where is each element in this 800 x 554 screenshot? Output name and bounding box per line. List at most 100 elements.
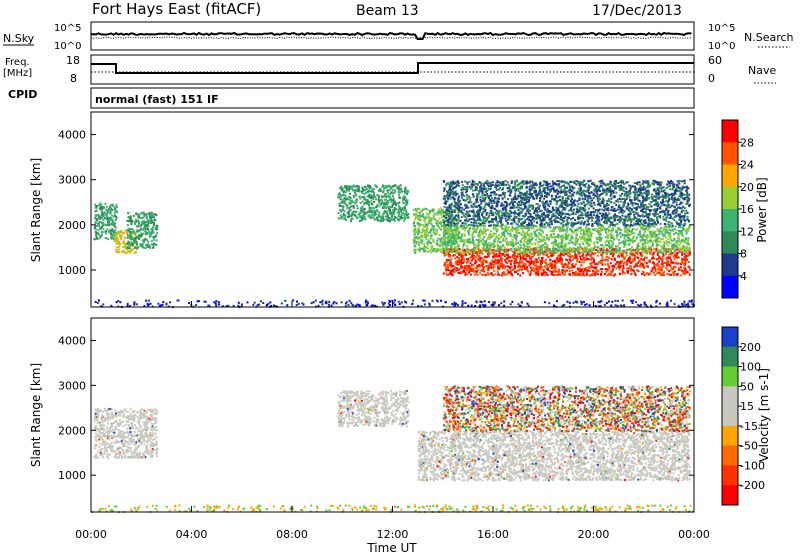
data-point xyxy=(363,208,366,211)
data-point xyxy=(430,222,433,225)
data-point xyxy=(676,272,679,275)
data-point xyxy=(687,237,690,240)
data-point xyxy=(459,254,462,257)
data-point xyxy=(427,247,429,250)
data-point xyxy=(365,188,368,190)
data-point xyxy=(374,212,377,215)
data-point xyxy=(617,263,620,266)
data-point xyxy=(469,227,472,230)
data-point xyxy=(681,259,684,262)
data-point xyxy=(627,267,630,270)
data-point xyxy=(472,242,475,244)
data-point xyxy=(454,267,457,270)
data-point xyxy=(537,274,540,276)
data-point xyxy=(450,269,452,272)
data-point xyxy=(591,232,594,235)
data-point xyxy=(115,217,118,220)
data-point xyxy=(115,215,118,218)
data-point xyxy=(528,240,531,243)
data-point xyxy=(441,241,444,244)
data-point xyxy=(490,250,493,253)
data-point xyxy=(559,254,562,257)
freq-label: Freq. xyxy=(5,57,30,68)
data-point xyxy=(363,213,366,216)
data-point xyxy=(484,228,486,231)
data-point xyxy=(413,225,416,228)
data-point xyxy=(135,251,137,254)
data-point xyxy=(384,185,387,188)
data-point xyxy=(98,215,101,218)
data-point xyxy=(429,209,432,212)
data-point xyxy=(418,229,421,232)
data-point xyxy=(497,268,499,271)
data-point xyxy=(412,239,415,242)
data-point xyxy=(135,212,138,215)
data-point xyxy=(404,207,407,210)
data-point xyxy=(371,188,374,191)
data-point xyxy=(392,213,395,216)
data-point xyxy=(115,249,118,252)
data-point xyxy=(508,259,511,262)
data-point xyxy=(590,253,593,256)
data-point xyxy=(564,273,566,276)
data-point xyxy=(571,251,574,254)
data-point xyxy=(500,252,503,255)
data-point xyxy=(509,269,512,272)
data-point xyxy=(472,257,475,260)
data-point xyxy=(127,216,130,219)
data-point xyxy=(428,249,431,252)
data-point xyxy=(152,244,155,247)
data-point xyxy=(628,264,631,267)
data-point xyxy=(498,260,500,263)
data-point xyxy=(578,252,581,255)
data-point xyxy=(117,241,120,243)
data-point xyxy=(145,238,148,240)
data-point xyxy=(414,218,417,221)
data-point xyxy=(522,227,525,230)
data-point xyxy=(546,234,549,237)
data-point xyxy=(458,253,461,256)
data-point xyxy=(150,240,153,243)
data-point xyxy=(152,231,155,234)
data-point xyxy=(631,232,634,235)
data-point xyxy=(557,245,560,248)
data-point xyxy=(599,227,602,230)
data-point xyxy=(623,243,626,246)
data-point xyxy=(344,198,347,200)
data-point xyxy=(581,241,584,244)
data-point xyxy=(498,237,501,240)
data-point xyxy=(450,262,453,265)
data-point xyxy=(676,254,679,257)
data-point xyxy=(530,238,533,241)
data-point xyxy=(637,257,640,259)
data-point xyxy=(536,269,539,272)
data-point xyxy=(559,260,562,263)
freq-tick-top: 18 xyxy=(66,54,80,67)
data-point xyxy=(135,235,138,238)
data-point xyxy=(530,262,533,265)
data-point xyxy=(518,248,521,251)
data-point xyxy=(417,223,419,226)
data-point xyxy=(631,229,633,232)
data-point xyxy=(516,270,519,272)
data-point xyxy=(617,227,620,230)
data-point xyxy=(358,190,361,193)
data-point xyxy=(100,206,103,209)
data-point xyxy=(623,256,626,259)
data-point xyxy=(374,196,377,199)
data-point xyxy=(416,230,419,233)
data-point xyxy=(632,252,635,255)
data-point xyxy=(477,250,480,253)
data-point xyxy=(155,214,158,216)
data-point xyxy=(544,265,547,268)
data-point xyxy=(380,217,383,220)
data-point xyxy=(569,250,572,253)
data-point xyxy=(637,242,640,245)
data-point xyxy=(412,209,415,211)
data-point xyxy=(656,243,659,246)
data-point xyxy=(127,212,129,215)
data-point xyxy=(436,240,439,243)
data-point xyxy=(551,254,554,257)
data-point xyxy=(342,209,345,212)
data-point xyxy=(513,236,516,239)
